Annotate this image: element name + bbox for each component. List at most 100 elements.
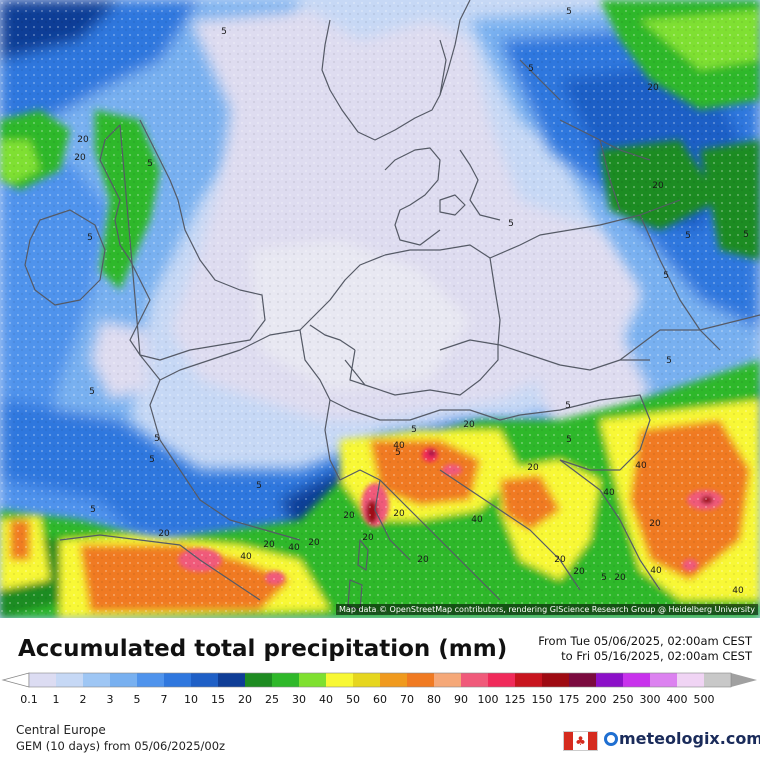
contour-label: 40	[732, 586, 744, 596]
legend-frame	[28, 672, 732, 688]
model-run-label: GEM (10 days) from 05/06/2025/00z	[16, 739, 226, 753]
contour-label: 5	[90, 505, 96, 515]
legend-swatch	[677, 673, 705, 687]
legend-tick-label: 2	[80, 693, 87, 706]
contour-label: 5	[508, 219, 514, 229]
contour-label: 5	[221, 27, 227, 37]
legend-swatch	[461, 673, 489, 687]
forecast-period: From Tue 05/06/2025, 02:00am CEST to Fri…	[538, 634, 752, 664]
legend-tick-label: 250	[613, 693, 634, 706]
contour-label: 20	[527, 463, 539, 473]
canada-flag-icon: ♣	[563, 731, 598, 751]
legend-swatch	[83, 673, 111, 687]
contour-label: 20	[463, 420, 475, 430]
contour-label: 20	[343, 511, 355, 521]
legend-tick-label: 30	[292, 693, 306, 706]
contour-label: 5	[147, 159, 153, 169]
contour-label: 5	[256, 481, 262, 491]
contour-label: 5	[411, 425, 417, 435]
legend-tick-label: 300	[640, 693, 661, 706]
legend-swatch	[137, 673, 165, 687]
contour-label: 5	[528, 64, 534, 74]
legend-swatch	[164, 673, 192, 687]
contour-label: 40	[471, 515, 483, 525]
legend-swatch	[272, 673, 300, 687]
color-scale-legend: 0.1 1 2 3 5 7 10 15 20 25 30 40 50 60 70 80 90 100 125 150 1…	[1, 672, 757, 706]
contour-label: 5	[566, 435, 572, 445]
legend-swatch	[29, 673, 57, 687]
legend-under-arrow	[1, 672, 30, 688]
legend-swatch	[434, 673, 462, 687]
legend-tick-label: 10	[184, 693, 198, 706]
contour-label: 5	[154, 434, 160, 444]
legend-tick-label: 125	[505, 693, 526, 706]
contour-label: 20	[417, 555, 429, 565]
legend-swatch	[353, 673, 381, 687]
contour-label: 20	[652, 181, 664, 191]
contour-label: 20	[649, 519, 661, 529]
legend-tick-label: 1	[53, 693, 60, 706]
contour-label: 5	[663, 271, 669, 281]
legend-swatch	[110, 673, 138, 687]
legend-swatch	[326, 673, 354, 687]
contour-label: 5	[89, 387, 95, 397]
period-from: From Tue 05/06/2025, 02:00am CEST	[538, 634, 752, 648]
contour-label: 40	[288, 543, 300, 553]
contour-label: 40	[635, 461, 647, 471]
brand-logo-icon	[604, 731, 618, 746]
contour-label: 20	[308, 538, 320, 548]
contour-label: 40	[650, 566, 662, 576]
legend-tick-label: 400	[667, 693, 688, 706]
legend-swatch	[191, 673, 219, 687]
map-attribution: Map data © OpenStreetMap contributors, r…	[336, 604, 758, 615]
contour-label: 20	[573, 567, 585, 577]
contour-label: 5	[666, 356, 672, 366]
legend-tick-label: 60	[373, 693, 387, 706]
legend-tick-label: 90	[454, 693, 468, 706]
legend-tick-label: 80	[427, 693, 441, 706]
legend-tick-label: 40	[319, 693, 333, 706]
legend-tick-label: 175	[559, 693, 580, 706]
legend-swatch	[650, 673, 678, 687]
legend-swatch	[569, 673, 597, 687]
legend-tick-label: 150	[532, 693, 553, 706]
contour-label: 20	[74, 153, 86, 163]
contour-label: 5	[87, 233, 93, 243]
legend-swatch	[407, 673, 435, 687]
coastlines-and-borders	[24, 0, 760, 611]
legend-tick-label: 7	[161, 693, 168, 706]
legend-swatch	[299, 673, 327, 687]
legend-tick-label: 25	[265, 693, 279, 706]
contour-label: 5	[395, 448, 401, 458]
contour-label: 5	[149, 455, 155, 465]
contour-label: 20	[614, 573, 626, 583]
legend-swatch	[380, 673, 408, 687]
contour-label: 40	[240, 552, 252, 562]
contour-label: 5	[743, 230, 749, 240]
legend-swatch	[623, 673, 651, 687]
legend-over-arrow	[731, 673, 757, 687]
contour-label: 5	[685, 231, 691, 241]
contour-label: 20	[362, 533, 374, 543]
field-texture	[0, 0, 760, 618]
period-to: to Fri 05/16/2025, 02:00am CEST	[561, 649, 752, 663]
brand-name: meteologix.com	[619, 729, 760, 748]
legend-swatch	[704, 673, 732, 687]
legend-tick-label: 5	[134, 693, 141, 706]
contour-label: 20	[393, 509, 405, 519]
contour-label: 5	[601, 573, 607, 583]
legend-tick-label: 15	[211, 693, 225, 706]
legend-tick-label: 0.1	[20, 693, 38, 706]
contour-labels: 5 5 5 5 5 5 5 5 5 5 5 5 5 5 5 5 5 5 5 5 …	[74, 7, 749, 596]
legend-swatch	[542, 673, 570, 687]
legend-tick-label: 100	[478, 693, 499, 706]
region-label: Central Europe	[16, 723, 106, 737]
contour-label: 40	[603, 488, 615, 498]
legend-swatch	[515, 673, 543, 687]
contour-label: 5	[566, 7, 572, 17]
brand-logo[interactable]: meteologix.com	[604, 729, 760, 748]
contour-label: 5	[565, 401, 571, 411]
legend-swatch	[56, 673, 84, 687]
legend-swatch	[596, 673, 624, 687]
contour-label: 20	[263, 540, 275, 550]
